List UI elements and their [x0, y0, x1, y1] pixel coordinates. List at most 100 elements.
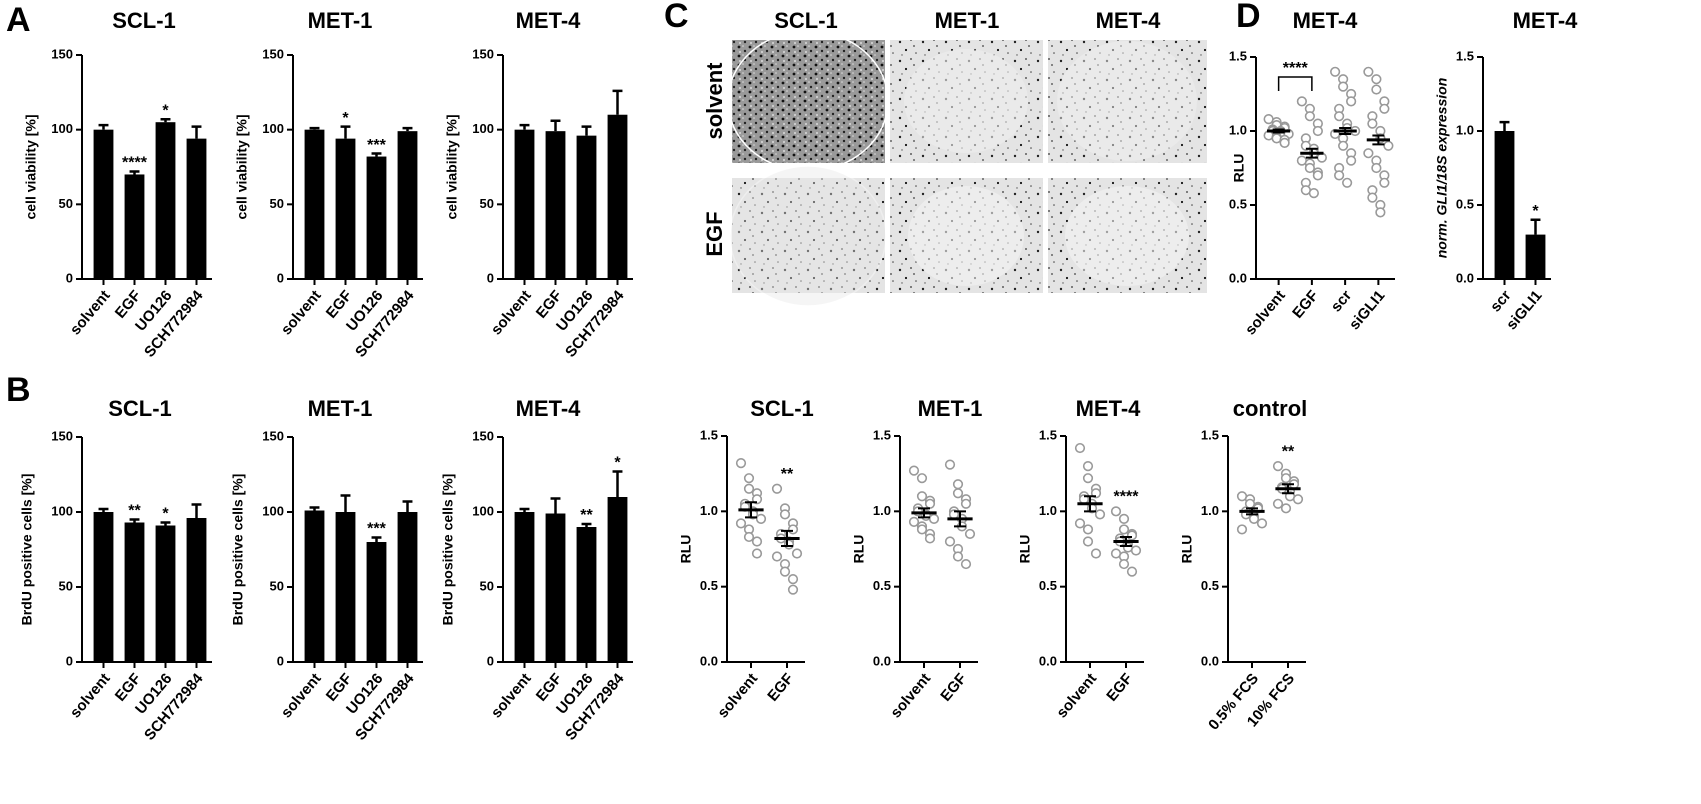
- data-point: [928, 513, 940, 524]
- bar: [607, 114, 628, 279]
- y-tick-label: 1.5: [1456, 48, 1474, 63]
- y-tick-label: 100: [472, 503, 494, 518]
- panel-letter: B: [6, 371, 31, 409]
- microscopy-images: [727, 30, 1207, 307]
- chart-title: MET-4: [1293, 8, 1359, 33]
- chart-title: MET-4: [1513, 8, 1579, 33]
- error-bar: [309, 506, 320, 511]
- data-point: [1118, 513, 1130, 524]
- row-label: solvent: [702, 62, 727, 140]
- y-tick-label: 1.0: [1039, 503, 1057, 518]
- x-tick-label: scr: [1328, 287, 1356, 315]
- data-point: [916, 473, 928, 484]
- bar: [397, 512, 418, 662]
- bar: [93, 512, 114, 662]
- data-point: [1074, 442, 1086, 454]
- data-point: [1279, 137, 1290, 148]
- bar: [1494, 131, 1515, 279]
- bar: [514, 512, 535, 662]
- x-tick-label: EGF: [764, 670, 797, 705]
- chart-title: SCL-1: [112, 8, 176, 33]
- y-tick-label: 0: [277, 270, 284, 285]
- error-bar: [1499, 120, 1510, 131]
- y-tick-label: 1.0: [700, 503, 718, 518]
- column-label: SCL-1: [774, 8, 838, 33]
- y-tick-label: 50: [59, 196, 73, 211]
- data-point: [1296, 96, 1307, 107]
- data-point: [1126, 566, 1138, 577]
- error-bar: [612, 89, 623, 115]
- error-bar: [745, 501, 757, 519]
- data-point: [735, 458, 747, 469]
- bar: [514, 129, 535, 279]
- data-point: [1082, 536, 1094, 547]
- data-point: [1346, 96, 1357, 107]
- bar: [186, 138, 207, 279]
- data-point: [1363, 66, 1374, 77]
- panel-letter: C: [664, 0, 689, 35]
- error-bar: [550, 497, 561, 514]
- error-bar: [519, 123, 530, 130]
- data-point: [791, 548, 803, 559]
- y-tick-label: 0.0: [1201, 653, 1219, 668]
- significance: ***: [367, 137, 386, 154]
- error-bar: [1372, 134, 1385, 146]
- y-tick-label: 1.0: [1229, 122, 1247, 137]
- y-tick-label: 0.0: [1456, 270, 1474, 285]
- data-point: [1130, 545, 1142, 556]
- significance: *: [162, 102, 169, 119]
- y-axis-label: BrdU positive cells [%]: [230, 474, 246, 626]
- bar: [124, 174, 145, 279]
- image: [732, 40, 885, 163]
- error-bar: [191, 125, 202, 139]
- panel-letter: D: [1236, 0, 1261, 35]
- significance: *: [1532, 203, 1539, 220]
- y-axis-label: RLU: [851, 535, 867, 564]
- panel-letter: A: [6, 1, 31, 39]
- bar: [576, 527, 597, 662]
- data-point: [779, 509, 791, 520]
- data-point: [1379, 103, 1390, 114]
- error-bar: [581, 522, 592, 527]
- y-tick-label: 1.5: [1229, 48, 1247, 63]
- data-point: [1126, 530, 1138, 541]
- data-point: [944, 536, 956, 547]
- y-tick-label: 0.0: [1039, 653, 1057, 668]
- error-bar: [160, 521, 171, 526]
- data-point: [1094, 509, 1106, 520]
- data-point: [924, 533, 936, 544]
- data-point: [1292, 494, 1304, 505]
- bar: [155, 525, 176, 662]
- error-bar: [340, 125, 351, 139]
- significance: **: [580, 507, 593, 524]
- data-point: [1338, 81, 1349, 92]
- y-tick-label: 0: [66, 653, 73, 668]
- error-bar: [129, 518, 140, 523]
- y-tick-label: 150: [262, 428, 284, 443]
- chart-title: MET-1: [308, 8, 373, 33]
- x-tick-label: solvent: [887, 670, 934, 721]
- data-point: [771, 551, 783, 562]
- data-point: [1236, 524, 1248, 535]
- y-tick-label: 50: [480, 578, 494, 593]
- x-tick-label: solvent: [1242, 287, 1289, 338]
- chart-title: SCL-1: [750, 396, 814, 421]
- data-point: [1271, 133, 1282, 144]
- y-tick-label: 0.0: [700, 653, 718, 668]
- chart-title: MET-1: [308, 396, 373, 421]
- column-label: MET-1: [935, 8, 1000, 33]
- data-point: [908, 516, 920, 527]
- data-point: [751, 548, 763, 559]
- data-point: [952, 479, 964, 490]
- column-label: MET-4: [1096, 8, 1162, 33]
- data-point: [1110, 506, 1122, 517]
- data-point: [1308, 188, 1319, 199]
- y-tick-label: 0: [487, 653, 494, 668]
- chart-title: MET-1: [918, 396, 983, 421]
- y-tick-label: 150: [472, 428, 494, 443]
- x-tick-label: solvent: [278, 287, 325, 338]
- significance: **: [781, 466, 794, 483]
- data-point: [960, 498, 972, 509]
- bar: [304, 510, 325, 662]
- data-point: [1371, 162, 1382, 174]
